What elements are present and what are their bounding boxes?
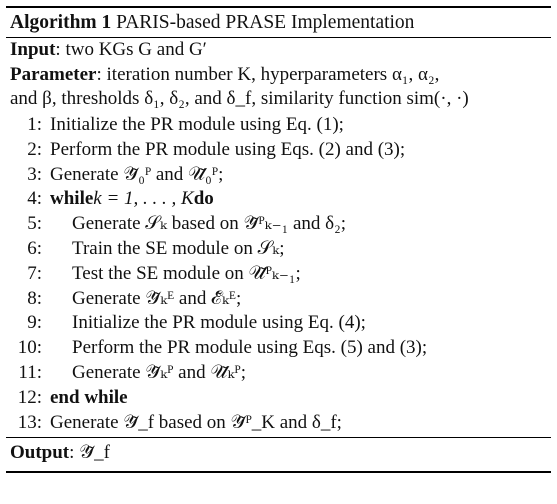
- algorithm-label: Algorithm 1: [10, 12, 112, 33]
- step-text: Train the SE module on 𝒮ₖ;: [72, 237, 285, 259]
- step-7: 7: Test the SE module on 𝒰̃ᴾₖ₋₁;: [6, 262, 551, 287]
- step-number: 1:: [27, 114, 42, 135]
- step-5: 5: Generate 𝒮ₖ based on 𝒴̃ᴾₖ₋₁ and δ₂;: [6, 212, 551, 237]
- step-number: 10:: [17, 337, 42, 359]
- step-text: Initialize the PR module using Eq. (1);: [50, 114, 344, 135]
- step-number: 6:: [27, 237, 42, 259]
- step-text: Generate 𝒮ₖ based on 𝒴̃ᴾₖ₋₁ and δ₂;: [72, 213, 347, 235]
- step-text: k = 1, . . . , K: [93, 188, 194, 210]
- step-number: 5:: [27, 213, 42, 235]
- step-6: 6: Train the SE module on 𝒮ₖ;: [6, 237, 551, 262]
- step-number: 4:: [27, 188, 42, 210]
- parameter-block: Parameter: iteration number K, hyperpara…: [6, 63, 551, 111]
- step-text: Generate 𝒴̃₀ᴾ and 𝒰̃₀ᴾ;: [50, 163, 224, 185]
- algorithm-box: Algorithm 1 PARIS-based PRASE Implementa…: [6, 6, 551, 474]
- keyword-end-while: end while: [50, 386, 128, 408]
- keyword-while: while: [50, 188, 94, 210]
- step-text: Perform the PR module using Eqs. (5) and…: [72, 337, 428, 359]
- input-label: Input: [10, 39, 56, 60]
- step-number: 8:: [27, 287, 42, 309]
- step-number: 7:: [27, 262, 42, 284]
- input-line: Input: two KGs G and G′: [6, 38, 551, 62]
- step-10: 10: Perform the PR module using Eqs. (5) …: [6, 336, 551, 361]
- algorithm-title: PARIS-based PRASE Implementation: [116, 12, 415, 33]
- step-2: 2: Perform the PR module using Eqs. (2) a…: [6, 138, 551, 163]
- step-9: 9: Initialize the PR module using Eq. (4)…: [6, 311, 551, 336]
- algorithm-steps: 1: Initialize the PR module using Eq. (1)…: [6, 113, 551, 435]
- step-number: 3:: [27, 163, 42, 185]
- parameter-line-1: Parameter: iteration number K, hyperpara…: [10, 63, 547, 87]
- step-number: 12:: [17, 386, 42, 408]
- parameter-text-1: : iteration number K, hyperparameters α₁…: [96, 64, 440, 85]
- step-number: 13:: [17, 411, 42, 433]
- algorithm-header: Algorithm 1 PARIS-based PRASE Implementa…: [6, 8, 551, 38]
- keyword-do: do: [193, 188, 214, 210]
- step-11: 11: Generate 𝒴̃ₖᴾ and 𝒰̃ₖᴾ;: [6, 361, 551, 386]
- step-number: 9:: [27, 312, 42, 334]
- step-number: 2:: [27, 138, 42, 160]
- output-label: Output: [10, 442, 70, 464]
- step-number: 11:: [18, 361, 42, 383]
- step-text: Generate 𝒴̃_f based on 𝒴̃ᴾ_K and δ_f;: [50, 411, 342, 433]
- step-12: 12: end while: [6, 386, 551, 411]
- step-4: 4: while k = 1, . . . , K do: [6, 187, 551, 212]
- step-text: Perform the PR module using Eqs. (2) and…: [50, 138, 406, 160]
- input-text: : two KGs G and G′: [55, 39, 207, 60]
- step-text: Generate 𝒴̃ₖᴾ and 𝒰̃ₖᴾ;: [72, 361, 246, 383]
- output-text: : 𝒴̃_f: [69, 442, 110, 464]
- output-line: Output: 𝒴̃_f: [6, 437, 551, 465]
- step-8: 8: Generate 𝒴̃ₖᴱ and ℰ̃ₖᴱ;: [6, 287, 551, 312]
- step-13: 13: Generate 𝒴̃_f based on 𝒴̃ᴾ_K and δ_f;: [6, 411, 551, 436]
- step-3: 3: Generate 𝒴̃₀ᴾ and 𝒰̃₀ᴾ;: [6, 163, 551, 188]
- step-text: Test the SE module on 𝒰̃ᴾₖ₋₁;: [72, 262, 301, 284]
- step-text: Initialize the PR module using Eq. (4);: [72, 312, 366, 334]
- step-text: Generate 𝒴̃ₖᴱ and ℰ̃ₖᴱ;: [72, 287, 242, 309]
- step-1: 1: Initialize the PR module using Eq. (1)…: [6, 113, 551, 138]
- parameter-line-2: and β, thresholds δ₁, δ₂, and δ_f, simil…: [10, 88, 469, 109]
- parameter-label: Parameter: [10, 64, 97, 85]
